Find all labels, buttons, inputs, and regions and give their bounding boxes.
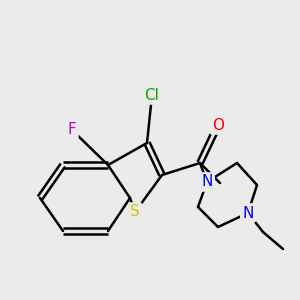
Text: O: O xyxy=(212,118,224,133)
Text: Cl: Cl xyxy=(145,88,159,103)
Text: N: N xyxy=(201,175,213,190)
Text: N: N xyxy=(242,206,254,220)
Text: S: S xyxy=(130,205,140,220)
Text: F: F xyxy=(68,122,76,137)
